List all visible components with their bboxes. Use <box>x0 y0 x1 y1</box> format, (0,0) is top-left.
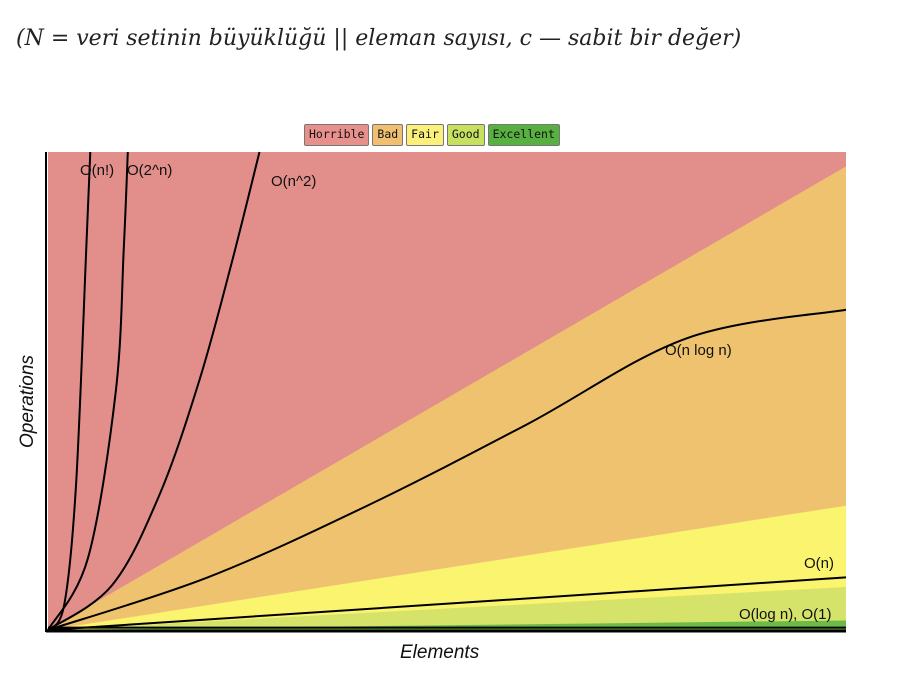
legend-horrible: Horrible <box>304 124 370 146</box>
label-o-n: O(n) <box>804 555 834 572</box>
label-o-n-log-n: O(n log n) <box>665 342 732 359</box>
curve-o-2-n <box>47 151 129 631</box>
region-good <box>48 586 846 630</box>
curve-o-n-2 <box>47 151 261 631</box>
legend-fair: Fair <box>406 124 444 146</box>
curve-o-n <box>47 576 847 631</box>
label-o-n-factorial: O(n!) <box>80 162 114 179</box>
y-axis-title: Operations <box>17 355 38 448</box>
label-o-log-n-o-1: O(log n), O(1) <box>739 606 832 623</box>
region-bad <box>48 166 846 630</box>
complexity-regions <box>48 152 846 630</box>
legend: Horrible Bad Fair Good Excellent <box>304 124 560 146</box>
label-o-n-squared: O(n^2) <box>271 173 316 190</box>
caption: (N = veri setinin büyüklüğü || eleman sa… <box>16 26 742 51</box>
legend-bad: Bad <box>372 124 404 146</box>
x-axis-title: Elements <box>400 642 480 663</box>
legend-good: Good <box>446 124 485 146</box>
label-o-2-pow-n: O(2^n) <box>127 162 172 179</box>
legend-excellent: Excellent <box>487 124 560 146</box>
chart-axes <box>45 152 846 633</box>
complexity-curves <box>47 151 847 631</box>
curve-o-n-log-n <box>47 308 847 631</box>
